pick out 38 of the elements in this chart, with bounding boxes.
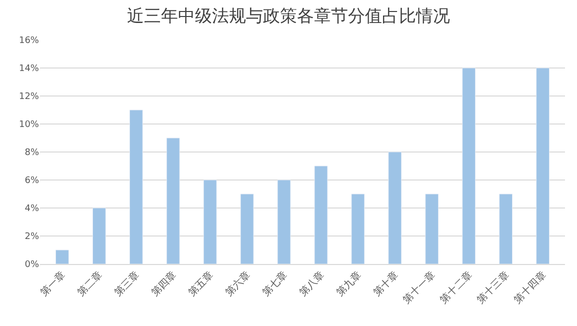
y-tick-label: 6% bbox=[24, 176, 40, 186]
x-tick-label: 第十章 bbox=[370, 269, 401, 299]
x-tick-label: 第二章 bbox=[75, 269, 105, 299]
bar bbox=[351, 194, 365, 264]
x-tick-label: 第八章 bbox=[296, 269, 327, 299]
bar bbox=[55, 250, 69, 264]
bar bbox=[240, 194, 254, 264]
chart-title: 近三年中级法规与政策各章节分值占比情况 bbox=[127, 6, 450, 27]
bar bbox=[314, 166, 328, 264]
x-tick-label: 第十三章 bbox=[474, 269, 512, 306]
bar bbox=[166, 138, 180, 264]
x-tick-label: 第七章 bbox=[260, 269, 290, 299]
y-tick-label: 0% bbox=[24, 260, 40, 270]
bar bbox=[129, 110, 143, 264]
y-tick-label: 12% bbox=[18, 92, 40, 102]
bar bbox=[425, 194, 439, 264]
bar bbox=[203, 180, 217, 264]
x-tick-label: 第四章 bbox=[149, 269, 179, 299]
y-tick-label: 4% bbox=[24, 204, 40, 214]
bar bbox=[92, 208, 106, 264]
bar bbox=[388, 152, 402, 264]
x-tick-label: 第十一章 bbox=[400, 269, 438, 306]
bar bbox=[499, 194, 513, 264]
x-tick-label: 第一章 bbox=[38, 269, 68, 299]
y-tick-label: 16% bbox=[18, 36, 40, 46]
y-tick-label: 2% bbox=[24, 232, 40, 242]
x-tick-label: 第三章 bbox=[112, 269, 142, 299]
x-tick-label: 第六章 bbox=[223, 269, 253, 299]
bar bbox=[277, 180, 291, 264]
bar bbox=[536, 68, 550, 264]
y-tick-label: 8% bbox=[24, 148, 40, 158]
y-tick-label: 14% bbox=[18, 64, 40, 74]
bar bbox=[462, 68, 476, 264]
x-tick-label: 第五章 bbox=[186, 269, 216, 299]
x-tick-label: 第十四章 bbox=[512, 269, 548, 306]
x-tick-label: 第十二章 bbox=[438, 269, 475, 306]
y-tick-label: 10% bbox=[18, 120, 40, 130]
x-tick-label: 第九章 bbox=[334, 269, 364, 299]
